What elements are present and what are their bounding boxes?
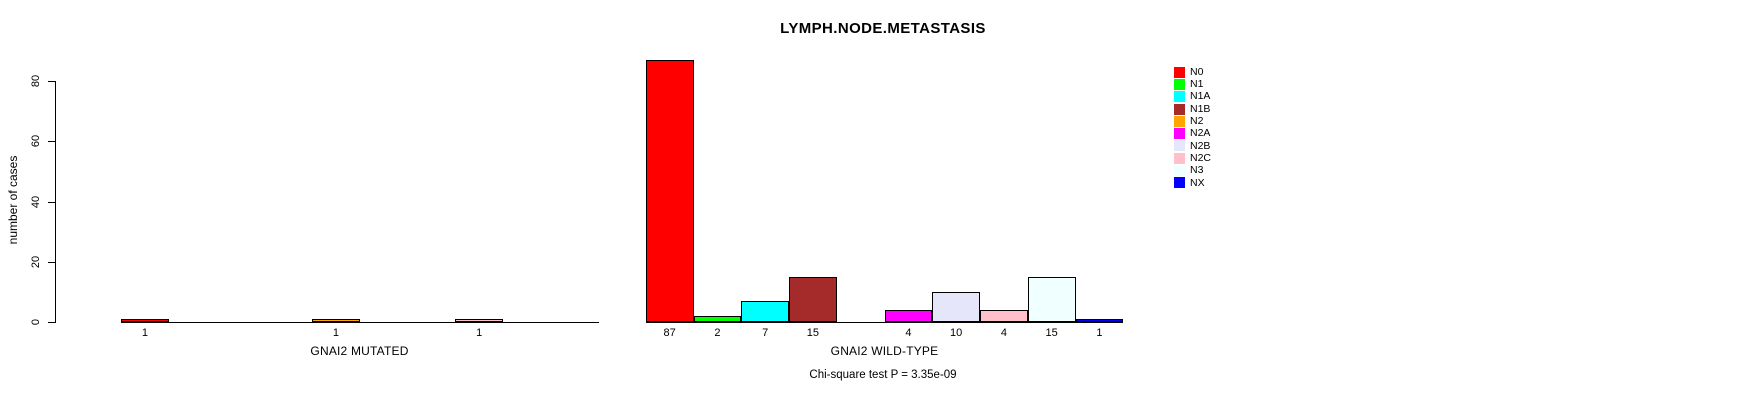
bar-value-label: 15 — [806, 327, 819, 339]
legend-label: N0 — [1190, 65, 1204, 78]
legend-label: N1B — [1190, 102, 1211, 115]
y-tick-mark — [48, 81, 56, 82]
legend-swatch — [1174, 128, 1185, 140]
bar-n3 — [1027, 276, 1076, 322]
legend-label: N1 — [1190, 78, 1204, 91]
bar-n2c — [980, 309, 1028, 322]
legend-swatch — [1174, 66, 1185, 78]
bar-n2b — [932, 291, 980, 322]
y-tick-mark — [48, 261, 56, 263]
bar-value-label: 4 — [1000, 327, 1007, 339]
bar-n2c — [455, 318, 503, 322]
bar-value-label: 1 — [1096, 327, 1103, 339]
group-baseline — [121, 322, 599, 323]
bar-value-label: 4 — [905, 327, 912, 339]
legend-label: N1A — [1190, 90, 1211, 103]
legend-item: N3 — [1174, 164, 1211, 177]
bar-value-label: 87 — [663, 327, 676, 339]
legend-item: N2C — [1174, 152, 1211, 164]
bar-value-label: 1 — [476, 327, 483, 339]
legend-label: N2B — [1190, 139, 1211, 152]
legend-item: N2B — [1174, 140, 1211, 152]
bar-nx — [1075, 318, 1124, 322]
legend-swatch — [1174, 140, 1185, 152]
bar-n1b — [789, 276, 837, 322]
bar-value-label: 2 — [714, 327, 721, 339]
bar-value-label: 1 — [141, 327, 148, 339]
y-tick-label: 20 — [30, 255, 42, 268]
bar-value-label: 15 — [1045, 327, 1058, 339]
bar-value-label: 10 — [950, 327, 963, 339]
bar-n1 — [693, 315, 742, 322]
group-baseline — [645, 322, 1124, 323]
bar-n0 — [121, 318, 169, 322]
legend-item: N0 — [1174, 66, 1211, 78]
bar-n0 — [645, 59, 694, 322]
legend-label: NX — [1190, 176, 1205, 189]
legend: N0 N1 N1A N1B N2 N2A N2B N2C N3 NX — [1174, 66, 1211, 189]
legend-item: N1B — [1174, 103, 1211, 115]
legend-swatch — [1174, 91, 1185, 103]
y-tick-label: 0 — [30, 318, 42, 326]
x-group-label-mutated: GNAI2 MUTATED — [310, 344, 409, 358]
legend-swatch — [1174, 103, 1185, 115]
bar-n2a — [884, 309, 933, 322]
legend-swatch — [1174, 78, 1185, 90]
y-tick-mark — [48, 201, 56, 203]
legend-item: N1 — [1174, 78, 1211, 90]
legend-item: N2 — [1174, 115, 1211, 127]
y-axis-title: number of cases — [6, 155, 20, 245]
legend-item: N1A — [1174, 91, 1211, 103]
y-tick-label: 60 — [30, 135, 42, 148]
legend-label: N2 — [1190, 115, 1204, 128]
legend-label: N3 — [1190, 164, 1204, 177]
bar-value-label: 1 — [332, 327, 339, 339]
legend-label: N2C — [1190, 151, 1212, 164]
chi-square-footnote: Chi-square test P = 3.35e-09 — [809, 369, 957, 381]
legend-item: NX — [1174, 177, 1211, 189]
y-tick-label: 80 — [30, 74, 42, 88]
legend-swatch — [1174, 152, 1185, 164]
chart-title: LYMPH.NODE.METASTASIS — [780, 20, 986, 37]
legend-swatch — [1174, 177, 1185, 189]
y-tick-label: 40 — [30, 195, 42, 208]
legend-swatch — [1174, 165, 1185, 177]
bar-n1a — [741, 300, 789, 322]
x-group-label-wildtype: GNAI2 WILD-TYPE — [830, 344, 939, 358]
bar-value-label: 7 — [762, 327, 769, 339]
y-tick-mark — [48, 322, 56, 323]
legend-item: N2A — [1174, 127, 1211, 140]
legend-swatch — [1174, 115, 1185, 127]
bar-n2 — [312, 318, 360, 322]
legend-label: N2A — [1190, 127, 1211, 140]
y-tick-mark — [48, 141, 56, 143]
